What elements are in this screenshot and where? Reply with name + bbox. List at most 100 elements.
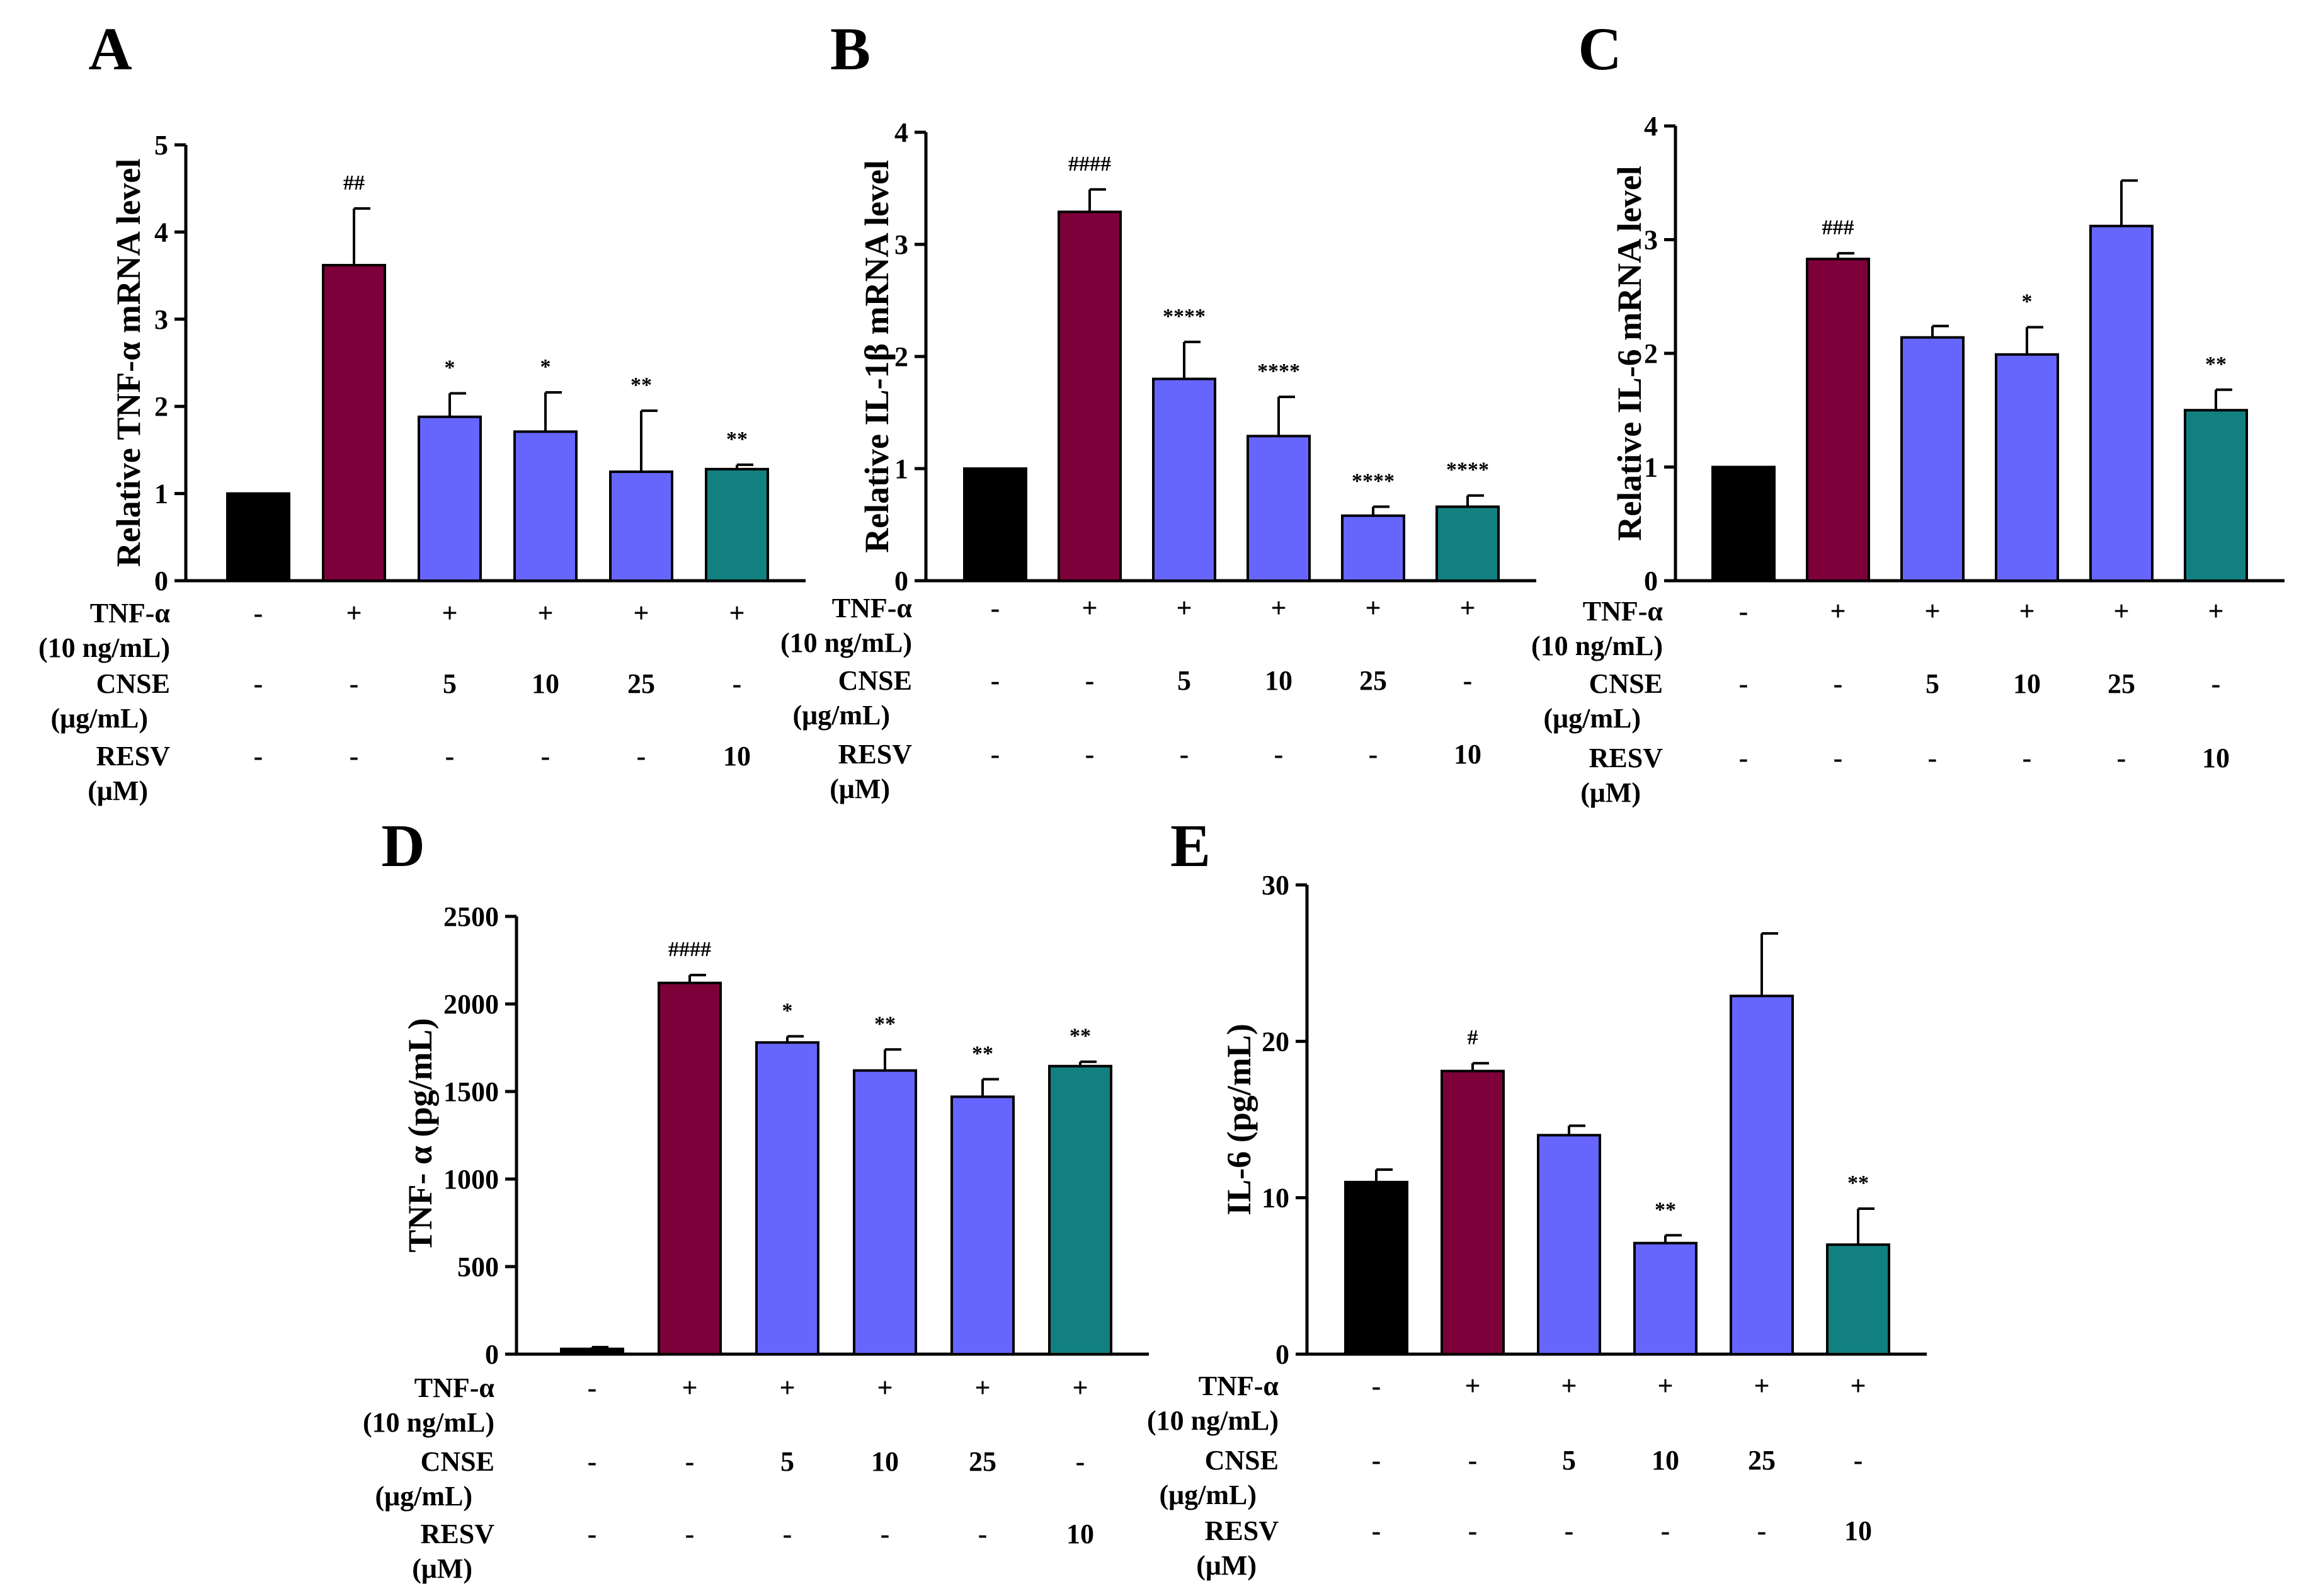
condition-label: RESV <box>838 739 913 770</box>
condition-value: 10 <box>723 741 751 772</box>
condition-value: - <box>1085 665 1095 696</box>
condition-value: + <box>2019 596 2034 627</box>
bar <box>1900 336 1965 582</box>
condition-unit: (μM) <box>88 775 148 806</box>
condition-value: 10 <box>1844 1515 1872 1546</box>
significance-label: ** <box>972 1042 993 1066</box>
condition-value: 10 <box>1652 1445 1679 1476</box>
condition-unit: (10 ng/mL) <box>1531 630 1663 661</box>
condition-value: 25 <box>969 1446 996 1477</box>
condition-value: + <box>2208 596 2223 627</box>
condition-value: + <box>1464 1371 1480 1401</box>
y-tick-label: 30 <box>1262 870 1289 901</box>
condition-value: + <box>1176 593 1192 624</box>
bar <box>658 981 722 1355</box>
condition-value: - <box>1180 739 1189 770</box>
significance-label: **** <box>1257 360 1300 383</box>
condition-unit: (10 ng/mL) <box>1147 1405 1279 1436</box>
condition-unit: (10 ng/mL) <box>38 632 170 663</box>
condition-value: 10 <box>2202 743 2230 773</box>
bar <box>1058 210 1122 582</box>
condition-label: RESV <box>421 1519 495 1549</box>
condition-value: + <box>1072 1372 1088 1403</box>
condition-value: + <box>2113 596 2129 627</box>
condition-label: TNF-α <box>832 593 913 624</box>
condition-label: RESV <box>1589 743 1663 773</box>
panel-letter: B <box>830 15 870 83</box>
bar <box>1730 995 1794 1355</box>
condition-unit: (μM) <box>412 1553 472 1584</box>
y-tick-label: 0 <box>1644 566 1658 596</box>
significance-label: * <box>782 999 793 1022</box>
condition-value: - <box>637 741 646 772</box>
condition-label: RESV <box>96 741 171 772</box>
bar <box>560 1347 624 1355</box>
y-tick-label: 3 <box>154 304 168 335</box>
bar <box>1435 505 1500 583</box>
condition-label: TNF-α <box>1199 1371 1279 1401</box>
condition-value: - <box>254 598 263 629</box>
significance-label: # <box>1468 1026 1478 1049</box>
condition-value: 25 <box>627 668 655 699</box>
y-tick-label: 1500 <box>443 1076 499 1107</box>
significance-label: ** <box>2205 353 2227 376</box>
condition-value: 10 <box>1066 1519 1094 1549</box>
condition-label: CNSE <box>421 1446 494 1477</box>
condition-value: - <box>1372 1515 1381 1546</box>
significance-label: ** <box>1070 1025 1091 1048</box>
condition-unit: (μg/mL) <box>1160 1479 1257 1510</box>
condition-value: + <box>633 598 649 629</box>
condition-value: + <box>1365 593 1381 624</box>
bar <box>226 492 290 582</box>
condition-value: 5 <box>443 668 457 699</box>
condition-value: - <box>1928 743 1937 773</box>
condition-value: 10 <box>871 1446 899 1477</box>
condition-value: + <box>442 598 457 629</box>
condition-value: - <box>1372 1371 1381 1401</box>
y-tick-label: 2 <box>154 391 168 422</box>
condition-value: + <box>1270 593 1286 624</box>
bar <box>1344 1180 1408 1356</box>
condition-value: + <box>1561 1371 1577 1401</box>
condition-unit: (10 ng/mL) <box>363 1407 494 1438</box>
y-tick-label: 4 <box>1644 111 1658 142</box>
condition-value: - <box>1468 1515 1478 1546</box>
y-tick-label: 1 <box>154 479 168 510</box>
bar <box>609 470 673 582</box>
condition-value: - <box>350 668 359 699</box>
condition-value: + <box>1850 1371 1866 1401</box>
condition-value: - <box>991 739 1000 770</box>
condition-label: CNSE <box>1589 668 1663 699</box>
significance-label: #### <box>1068 152 1111 176</box>
y-axis-label: Relative TNF-α mRNA level <box>110 159 147 567</box>
bar <box>1341 514 1405 583</box>
condition-value: 25 <box>2108 668 2135 699</box>
condition-value: + <box>537 598 553 629</box>
y-axis-label: IL-6 (pg/mL) <box>1220 1023 1258 1216</box>
condition-value: + <box>346 598 362 629</box>
condition-value: 5 <box>1177 665 1191 696</box>
condition-value: - <box>588 1372 597 1403</box>
significance-label: **** <box>1352 470 1395 493</box>
condition-value: - <box>254 741 263 772</box>
condition-value: 10 <box>1454 739 1481 770</box>
significance-label: ### <box>1822 216 1854 239</box>
condition-value: 10 <box>1265 665 1292 696</box>
condition-value: - <box>1085 739 1095 770</box>
significance-label: **** <box>1446 459 1489 482</box>
y-tick-label: 4 <box>894 117 908 148</box>
condition-unit: (μg/mL) <box>1544 703 1641 734</box>
y-axis-label: Relative IL-6 mRNA level <box>1611 166 1648 540</box>
significance-label: ** <box>631 373 652 397</box>
condition-unit: (μM) <box>1580 777 1641 808</box>
y-axis-label: Relative IL-1β mRNA level <box>858 160 896 553</box>
condition-value: - <box>588 1446 597 1477</box>
panel-letter: A <box>88 15 132 83</box>
condition-value: - <box>991 593 1000 624</box>
chart-panel-d: D TNF- α (pg/mL) 0 500 1000 1500 2000 2500 #### *… <box>363 812 1149 1584</box>
bar <box>853 1069 917 1355</box>
y-tick-label: 2000 <box>443 989 499 1020</box>
condition-value: + <box>682 1372 697 1403</box>
condition-value: - <box>1661 1515 1670 1546</box>
